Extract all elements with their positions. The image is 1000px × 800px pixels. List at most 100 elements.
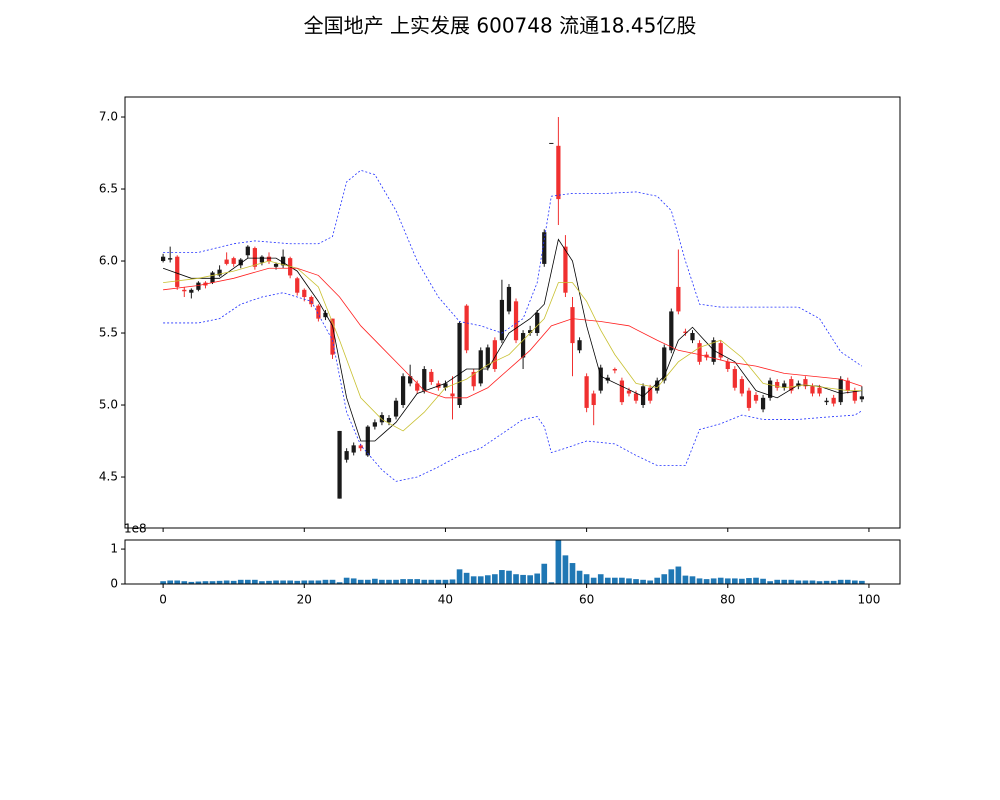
volume-bar [654, 577, 661, 584]
volume-bar [435, 579, 442, 584]
volume-bar [414, 579, 421, 584]
candle-body [648, 387, 653, 401]
candle-body [316, 305, 321, 319]
volume-bar [619, 577, 625, 584]
candle-body [633, 393, 639, 401]
candle-body [259, 256, 265, 263]
candle-body [344, 451, 349, 460]
volume-bar [633, 579, 639, 584]
volume-bar [753, 577, 759, 584]
candle-body [577, 340, 582, 351]
candle-body [485, 347, 490, 368]
candle-body [415, 383, 420, 391]
volume-bar [767, 581, 773, 584]
candle-body [231, 258, 236, 264]
volume-bar [252, 579, 258, 584]
volume-bar [527, 575, 533, 584]
volume-bar [830, 580, 837, 584]
ma-line [162, 238, 862, 442]
candle-body [499, 299, 505, 341]
candle-body [563, 246, 568, 293]
volume-bar [372, 578, 378, 584]
ma-line [163, 260, 862, 432]
candle-body [605, 377, 610, 381]
plot-frame [124, 96, 901, 529]
plot-frame [124, 539, 901, 585]
y-tick-label: 5.5 [99, 326, 118, 340]
volume-bar [802, 580, 809, 584]
volume-bar [844, 579, 851, 584]
volume-bar [626, 578, 632, 584]
volume-bar [357, 579, 364, 584]
candle-body [506, 286, 512, 312]
volume-bar [774, 579, 781, 584]
volume-bar [837, 579, 844, 584]
volume-bar [315, 580, 322, 584]
volume-bar [809, 580, 816, 584]
volume-bar [555, 540, 562, 584]
volume-bar [852, 580, 858, 584]
candle-body [626, 390, 632, 394]
volume-bar [188, 581, 195, 584]
candle-body [457, 322, 462, 406]
y-tick-label: 1 [110, 542, 118, 556]
candle-body [690, 333, 695, 341]
y-tick-label: 4.5 [99, 470, 118, 484]
chart-title: 全国地产 上实发展 600748 流通18.45亿股 [304, 14, 697, 38]
candle-body [422, 369, 427, 391]
candle-body [400, 376, 406, 406]
volume-bar [640, 579, 646, 584]
volume-bar [534, 573, 541, 584]
candle-body [450, 393, 455, 397]
volume-bar [520, 574, 526, 584]
candle-body [542, 232, 547, 264]
candle-body [852, 390, 857, 401]
volume-bar [668, 569, 675, 584]
volume-bar [724, 578, 731, 584]
volume-bar [273, 580, 279, 584]
band-line [163, 169, 863, 367]
volume-bar [456, 569, 463, 584]
volume-bar [732, 578, 738, 584]
volume-bar [788, 579, 795, 584]
volume-bar [449, 579, 456, 584]
candle-body [683, 331, 688, 334]
y-tick-label: 6.0 [99, 254, 118, 268]
volume-bar [379, 579, 385, 584]
volume-bar [244, 579, 251, 584]
candle-body [175, 256, 180, 287]
volume-bar [604, 577, 611, 584]
volume-bar [795, 580, 802, 584]
volume-bar [541, 563, 548, 584]
volume-bar [174, 580, 181, 584]
candle-body [753, 394, 759, 401]
candle-body [810, 386, 815, 394]
volume-bar [562, 555, 569, 584]
candle-body [711, 340, 716, 362]
volume-bar [223, 580, 230, 584]
candle-body [302, 289, 307, 298]
candle-body [824, 400, 829, 403]
volume-bar [322, 579, 329, 584]
x-tick-label: 40 [438, 593, 453, 607]
candle-body [408, 376, 413, 384]
volume-bar [696, 578, 703, 584]
candle-body [196, 282, 201, 290]
candle-body [295, 278, 300, 293]
y-tick-label: 0 [110, 577, 118, 591]
volume-bar [859, 580, 865, 584]
y-tick-label: 6.5 [99, 182, 118, 196]
candle-body [217, 269, 222, 276]
volume-bar [259, 581, 265, 584]
volume-bar [421, 579, 428, 584]
volume-bar [760, 578, 766, 584]
candle-body [351, 445, 356, 453]
ma-line [163, 267, 863, 399]
candle-body [266, 256, 272, 262]
candle-body [280, 256, 286, 266]
candle-body [746, 390, 752, 408]
candle-body [528, 330, 533, 334]
candle-body [591, 393, 596, 406]
volume-bar [181, 581, 188, 584]
volume-bar [682, 575, 689, 584]
